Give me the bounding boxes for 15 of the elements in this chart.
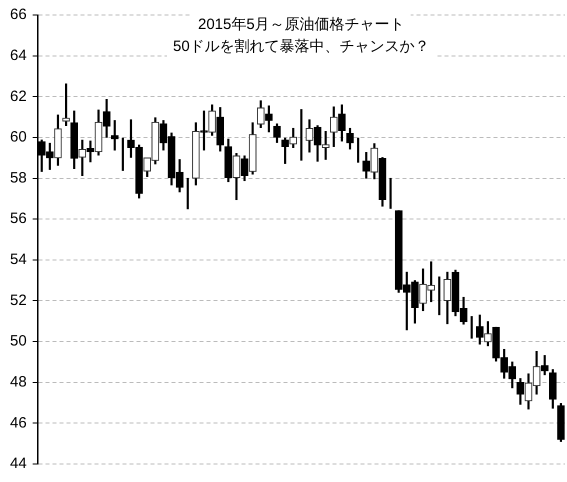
y-tick-label: 64 xyxy=(10,46,27,64)
chart-title: 2015年5月～原油価格チャート xyxy=(198,16,405,34)
y-tick-label: 48 xyxy=(10,374,27,391)
y-tick-label: 50 xyxy=(10,332,27,350)
text: 50ドルを割れて暴落中、チャンスか？ xyxy=(173,38,430,56)
y-tick-label: 62 xyxy=(10,88,27,105)
y-tick-label: 66 xyxy=(10,6,27,24)
y-tick-label: 58 xyxy=(10,169,27,186)
y-tick-label: 54 xyxy=(10,251,27,268)
candlestick xyxy=(110,120,119,150)
y-tick-label: 46 xyxy=(10,414,27,432)
y-tick-label: 52 xyxy=(10,292,27,309)
y-tick-label: 56 xyxy=(10,210,27,228)
y-tick-label: 60 xyxy=(10,128,27,146)
y-tick-label: 44 xyxy=(10,455,27,472)
